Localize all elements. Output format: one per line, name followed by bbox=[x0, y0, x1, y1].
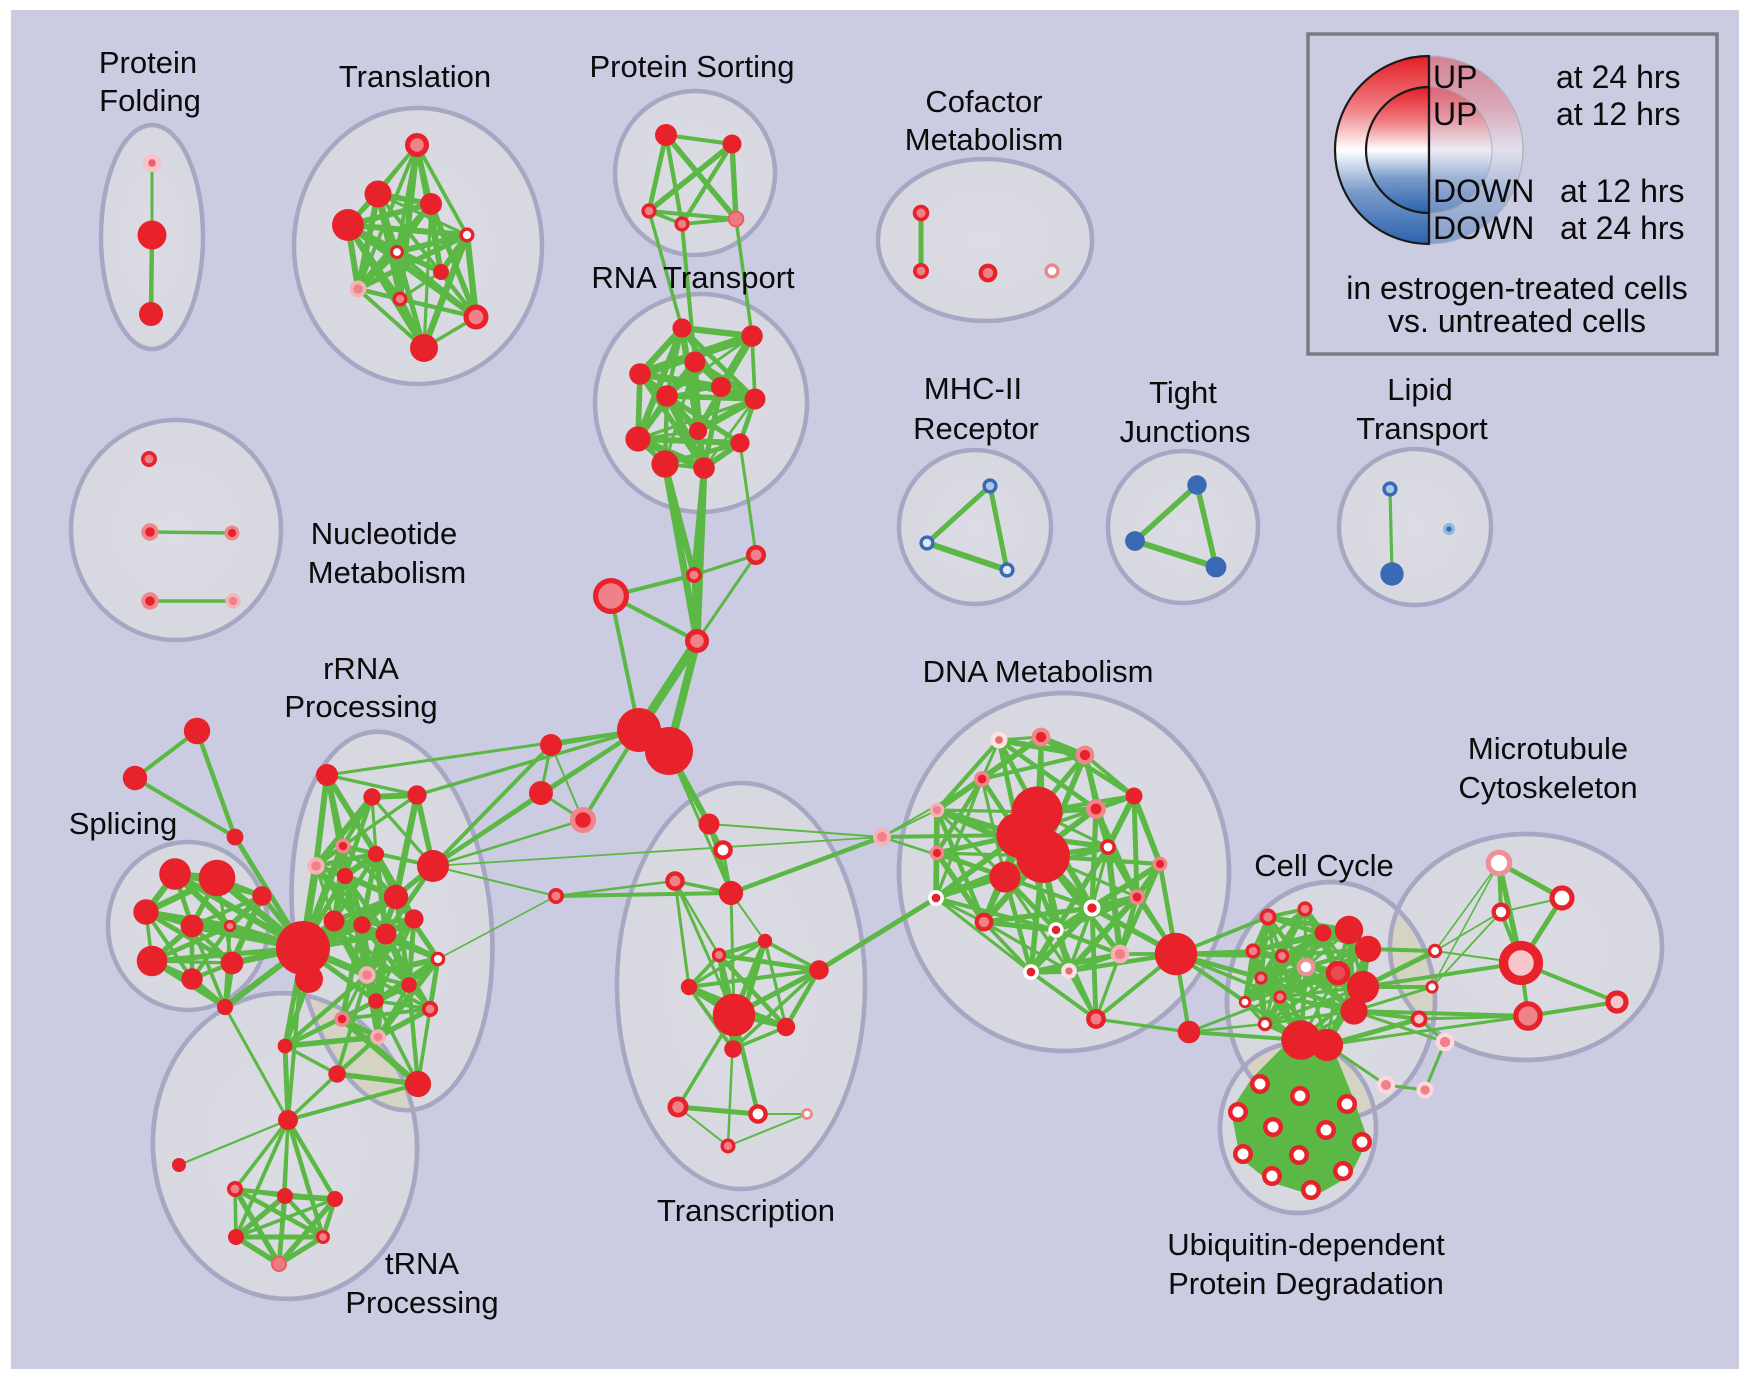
svg-text:tRNA: tRNA bbox=[385, 1246, 459, 1281]
svg-text:Tight: Tight bbox=[1149, 375, 1217, 410]
svg-text:RNA Transport: RNA Transport bbox=[591, 260, 795, 295]
svg-text:DOWN: DOWN bbox=[1433, 210, 1534, 246]
svg-text:at 24 hrs: at 24 hrs bbox=[1560, 210, 1685, 246]
svg-text:UP: UP bbox=[1433, 96, 1477, 132]
svg-text:Ubiquitin-dependent: Ubiquitin-dependent bbox=[1167, 1227, 1445, 1262]
svg-text:Lipid: Lipid bbox=[1387, 372, 1453, 407]
svg-text:Metabolism: Metabolism bbox=[905, 122, 1064, 157]
svg-text:at 24 hrs: at 24 hrs bbox=[1556, 59, 1681, 95]
svg-text:Protein Sorting: Protein Sorting bbox=[589, 49, 794, 84]
svg-text:Cytoskeleton: Cytoskeleton bbox=[1458, 770, 1637, 805]
svg-text:at 12 hrs: at 12 hrs bbox=[1560, 173, 1685, 209]
svg-text:vs. untreated cells: vs. untreated cells bbox=[1388, 303, 1646, 339]
svg-text:Metabolism: Metabolism bbox=[308, 555, 467, 590]
svg-text:Processing: Processing bbox=[345, 1285, 498, 1320]
svg-text:MHC-II: MHC-II bbox=[924, 371, 1022, 406]
svg-text:at 12 hrs: at 12 hrs bbox=[1556, 96, 1681, 132]
svg-text:DOWN: DOWN bbox=[1433, 173, 1534, 209]
svg-text:Protein: Protein bbox=[99, 45, 197, 80]
svg-text:Folding: Folding bbox=[99, 83, 201, 118]
svg-text:Transcription: Transcription bbox=[657, 1193, 835, 1228]
svg-text:Protein Degradation: Protein Degradation bbox=[1168, 1266, 1444, 1301]
svg-text:Splicing: Splicing bbox=[69, 806, 178, 841]
svg-text:Nucleotide: Nucleotide bbox=[311, 516, 457, 551]
svg-text:Microtubule: Microtubule bbox=[1468, 731, 1628, 766]
svg-text:Processing: Processing bbox=[284, 689, 437, 724]
svg-text:Translation: Translation bbox=[339, 59, 491, 94]
svg-text:Junctions: Junctions bbox=[1120, 414, 1251, 449]
svg-text:UP: UP bbox=[1433, 59, 1477, 95]
svg-text:Cofactor: Cofactor bbox=[925, 84, 1042, 119]
svg-text:Receptor: Receptor bbox=[913, 411, 1039, 446]
svg-text:Cell Cycle: Cell Cycle bbox=[1254, 848, 1394, 883]
svg-text:DNA Metabolism: DNA Metabolism bbox=[923, 654, 1154, 689]
svg-text:in estrogen-treated cells: in estrogen-treated cells bbox=[1346, 270, 1688, 306]
svg-text:rRNA: rRNA bbox=[323, 651, 399, 686]
svg-text:Transport: Transport bbox=[1356, 411, 1488, 446]
